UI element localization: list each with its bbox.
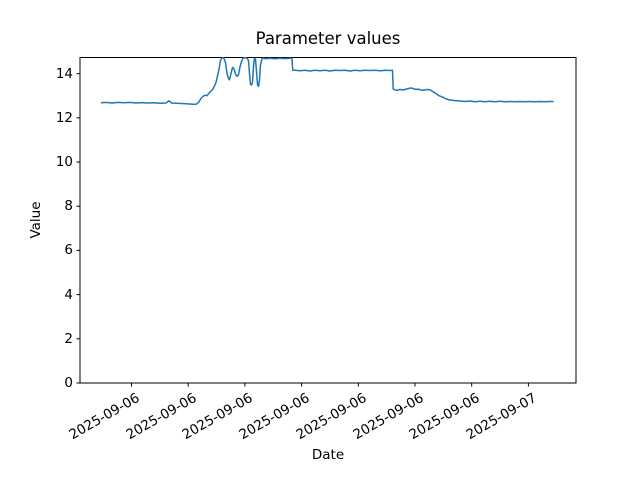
- y-tick-label: 8: [64, 198, 73, 215]
- y-tick-label: 14: [55, 65, 73, 82]
- y-tick-label: 6: [64, 242, 73, 259]
- y-tick-label: 0: [64, 375, 73, 391]
- y-tick-label: 12: [55, 109, 73, 126]
- axes-frame: [79, 57, 577, 384]
- y-tick-label: 2: [64, 330, 73, 347]
- x-axis-label: Date: [311, 447, 345, 463]
- data-line: [100, 56, 554, 106]
- chart-title: Parameter values: [255, 29, 401, 48]
- y-tick-label: 10: [55, 154, 73, 171]
- y-tick-label: 4: [64, 286, 73, 303]
